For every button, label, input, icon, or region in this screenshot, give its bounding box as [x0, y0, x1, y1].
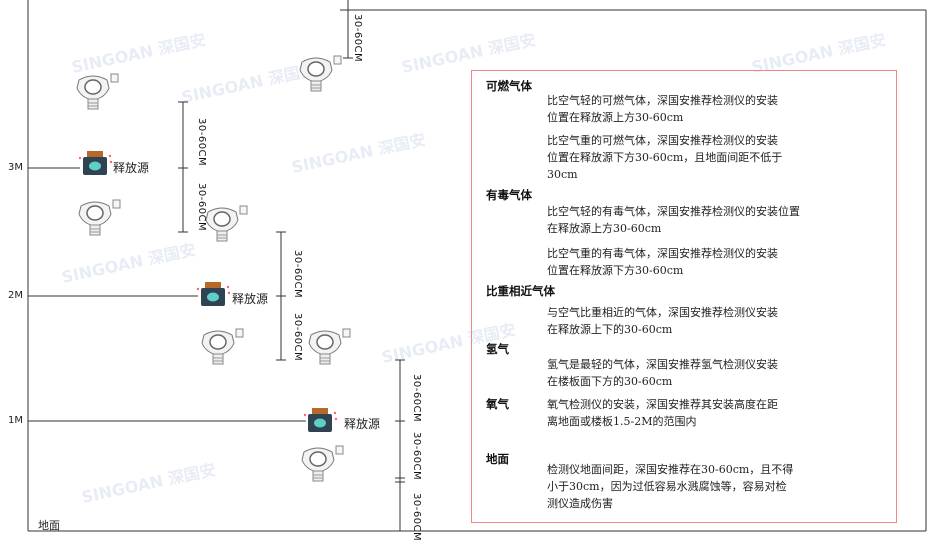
- release-source-icon: [78, 151, 113, 175]
- release-source-icon: [303, 408, 338, 432]
- dimension-label: 30-60CM: [411, 493, 422, 541]
- gas-detector-icon: [205, 205, 248, 242]
- note-line: 在释放源上下的30-60cm: [547, 323, 673, 336]
- ground-heading: 地面: [486, 452, 509, 466]
- release-source-label: 释放源: [344, 417, 381, 431]
- note-line: 比空气重的可燃气体，深国安推荐检测仪的安装: [547, 134, 778, 147]
- dimension-label: 30-60CM: [411, 432, 422, 481]
- gas-detector-icon: [76, 73, 119, 110]
- gas-detector-icon: [301, 445, 344, 482]
- ground-label: 地面: [38, 519, 60, 532]
- note-line: 氢气是最轻的气体，深国安推荐氢气检测仪安装: [547, 358, 778, 371]
- note-line: 在释放源上方30-60cm: [547, 222, 662, 235]
- level-label-1m: 1M: [8, 415, 23, 426]
- dimension-label: 30-60CM: [196, 183, 207, 232]
- note-line: 位置在释放源上方30-60cm: [547, 111, 684, 124]
- similar-density-note: 与空气比重相近的气体，深国安推荐检测仪安装 在释放源上下的30-60cm: [547, 304, 892, 338]
- gas-detector-icon: [78, 199, 121, 236]
- installation-notes-panel: 可燃气体 比空气轻的可燃气体，深国安推荐检测仪的安装 位置在释放源上方30-60…: [471, 70, 897, 523]
- toxic-heading: 有毒气体: [486, 188, 532, 202]
- release-source-label: 释放源: [113, 161, 150, 175]
- ground-note: 检测仪地面间距，深国安推荐在30-60cm，且不得 小于30cm，因为过低容易水…: [547, 461, 892, 512]
- combustible-heading: 可燃气体: [486, 79, 532, 93]
- dimension-label: 30-60CM: [292, 250, 303, 299]
- note-line: 检测仪地面间距，深国安推荐在30-60cm，且不得: [547, 463, 794, 476]
- level-label-2m: 2M: [8, 290, 23, 301]
- dimension-label: 30-60CM: [352, 14, 363, 63]
- note-line: 30cm: [547, 168, 578, 181]
- oxygen-note: 氧气检测仪的安装，深国安推荐其安装高度在距 离地面或楼板1.5-2M的范围内: [547, 396, 892, 430]
- gas-detector-icon: [299, 55, 342, 92]
- combustible-heavy-note: 比空气重的可燃气体，深国安推荐检测仪的安装 位置在释放源下方30-60cm，且地…: [547, 132, 892, 183]
- note-line: 比空气重的有毒气体，深国安推荐检测仪的安装: [547, 247, 778, 260]
- level-label-3m: 3M: [8, 162, 23, 173]
- note-line: 位置在释放源下方30-60cm，且地面间距不低于: [547, 151, 783, 164]
- release-source-label: 释放源: [232, 292, 269, 306]
- note-line: 测仪造成伤害: [547, 497, 613, 510]
- note-line: 在楼板面下方的30-60cm: [547, 375, 673, 388]
- dimension-label: 30-60CM: [292, 313, 303, 362]
- combustible-light-note: 比空气轻的可燃气体，深国安推荐检测仪的安装 位置在释放源上方30-60cm: [547, 92, 892, 126]
- toxic-heavy-note: 比空气重的有毒气体，深国安推荐检测仪的安装 位置在释放源下方30-60cm: [547, 245, 892, 279]
- note-line: 与空气比重相近的气体，深国安推荐检测仪安装: [547, 306, 778, 319]
- note-line: 比空气轻的可燃气体，深国安推荐检测仪的安装: [547, 94, 778, 107]
- toxic-light-note: 比空气轻的有毒气体，深国安推荐检测仪的安装位置 在释放源上方30-60cm: [547, 203, 892, 237]
- note-line: 氧气检测仪的安装，深国安推荐其安装高度在距: [547, 398, 778, 411]
- hydrogen-heading: 氢气: [486, 342, 509, 356]
- hydrogen-note: 氢气是最轻的气体，深国安推荐氢气检测仪安装 在楼板面下方的30-60cm: [547, 356, 892, 390]
- dimension-label: 30-60CM: [196, 118, 207, 167]
- release-source-icon: [196, 282, 231, 306]
- note-line: 比空气轻的有毒气体，深国安推荐检测仪的安装位置: [547, 205, 800, 218]
- gas-detector-icon: [201, 328, 244, 365]
- dimension-label: 30-60CM: [411, 374, 422, 423]
- note-line: 离地面或楼板1.5-2M的范围内: [547, 415, 697, 428]
- similar-density-heading: 比重相近气体: [486, 284, 555, 298]
- oxygen-heading: 氧气: [486, 397, 509, 411]
- note-line: 位置在释放源下方30-60cm: [547, 264, 684, 277]
- gas-detector-icon: [308, 328, 351, 365]
- note-line: 小于30cm，因为过低容易水溅腐蚀等，容易对检: [547, 480, 787, 493]
